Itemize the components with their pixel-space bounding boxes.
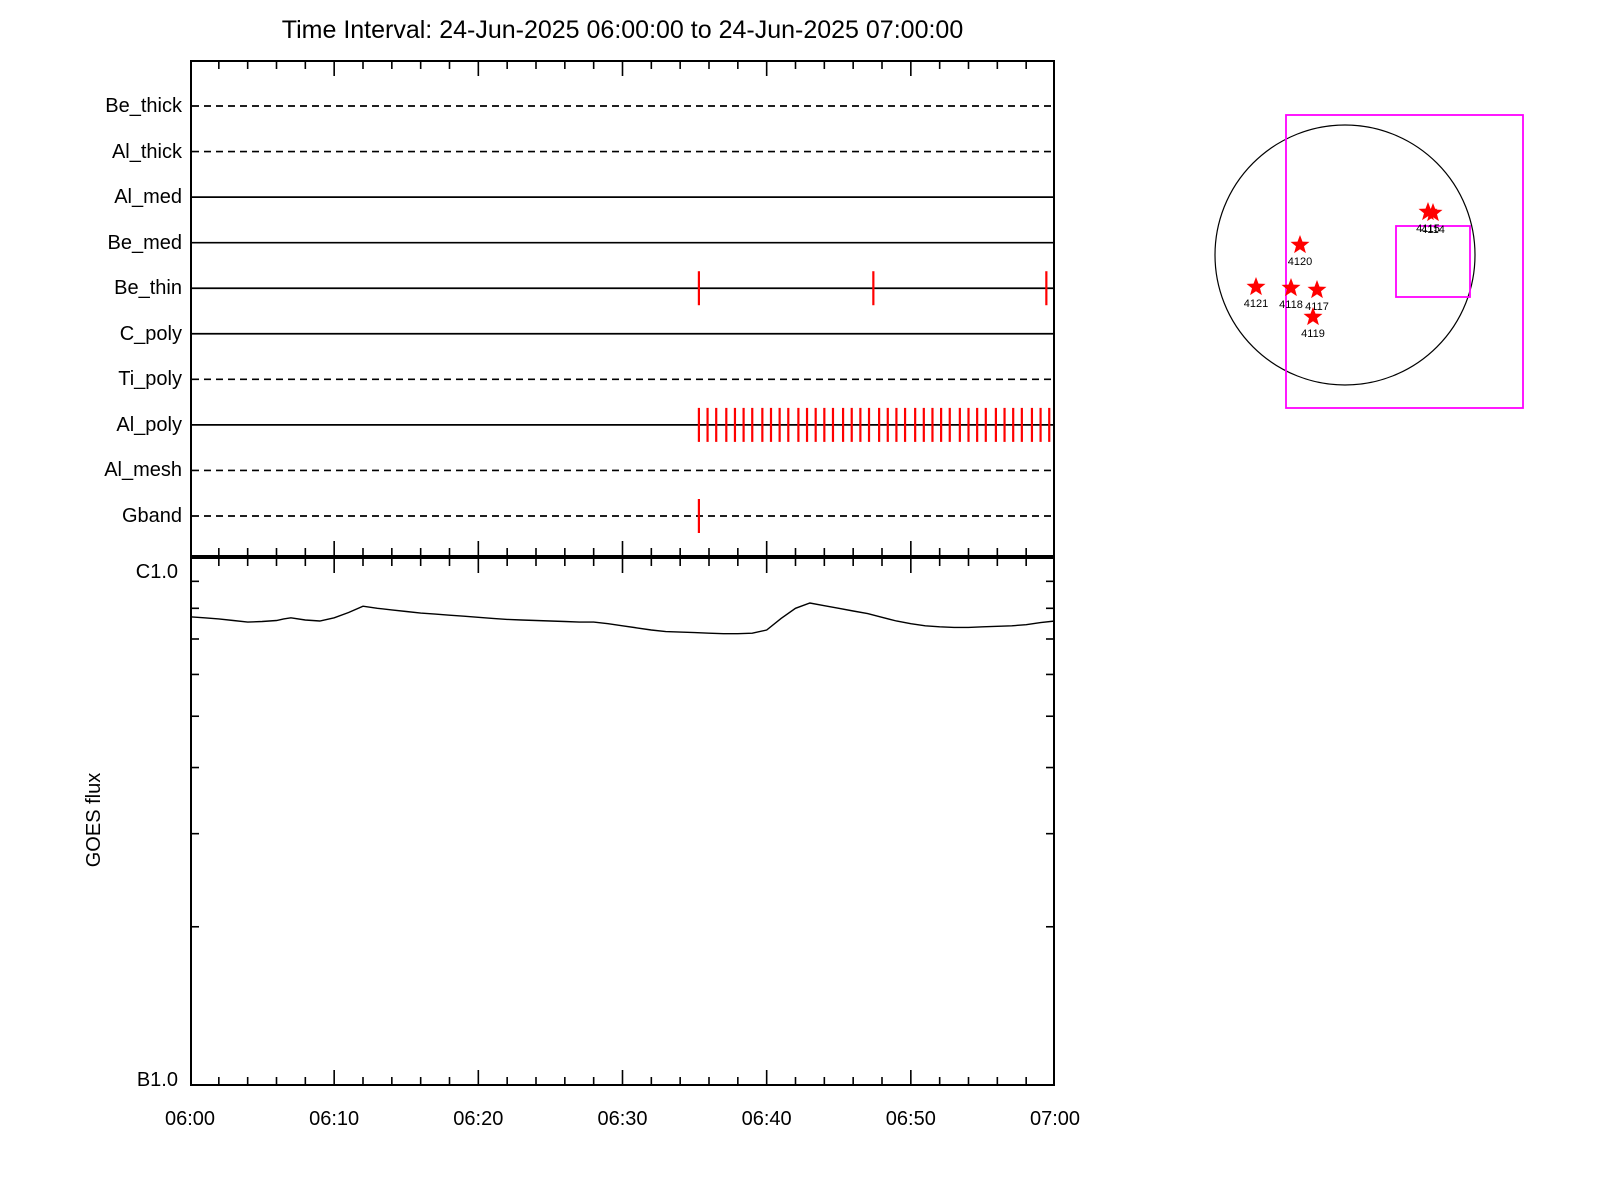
active-region-star-4114 [1423,203,1443,222]
timeline-border [190,60,1055,557]
time-tick-label: 07:00 [1029,1108,1081,1130]
active-region-star-4117 [1307,280,1327,299]
filter-label-Al_poly: Al_poly [116,413,182,436]
active-region-label-4119: 4119 [1301,328,1325,340]
filter-label-C_poly: C_poly [119,322,182,345]
time-tick-label: 06:00 [164,1108,216,1130]
goes-yaxis-title: GOES flux [83,772,105,868]
active-region-label-4114: 4114 [1421,224,1445,236]
time-tick-label: 06:40 [741,1108,792,1130]
filter-label-Be_med: Be_med [107,231,183,254]
page-title: Time Interval: 24-Jun-2025 06:00:00 to 2… [281,16,964,44]
active-region-label-4115: 4115 [1416,223,1440,235]
filter-label-Al_mesh: Al_mesh [104,459,182,482]
active-region-star-4119 [1303,307,1323,326]
solar-limb-circle [1214,124,1476,386]
filter-label-Al_thick: Al_thick [111,140,182,163]
filter-label-Ti_poly: Ti_poly [118,368,182,391]
active-region-label-4117: 4117 [1305,301,1329,313]
target-fov-box [1395,225,1471,298]
active-region-label-4120: 4120 [1288,256,1312,268]
filter-label-Gband: Gband [121,505,182,527]
goes-ymin-label: B1.0 [136,1069,178,1091]
active-region-star-4121 [1246,277,1266,296]
goes-flux-panel [190,557,1055,1086]
filter-timeline-panel [190,60,1055,557]
time-tick-label: 06:20 [453,1108,504,1130]
active-region-star-4120 [1290,235,1310,254]
time-tick-label: 06:50 [885,1108,936,1130]
goes-flux-curve [190,602,1055,635]
filter-label-Al_med: Al_med [114,186,182,209]
filter-label-Be_thick: Be_thick [105,95,182,117]
active-region-label-4118: 4118 [1279,299,1303,311]
time-tick-label: 06:10 [309,1108,360,1130]
time-tick-label: 06:30 [597,1108,648,1130]
goes-ymax-label: C1.0 [135,561,178,583]
filter-label-Be_thin: Be_thin [114,277,182,300]
active-region-star-4118 [1281,278,1301,297]
instrument-fov-box [1285,114,1524,409]
goes-border [190,557,1055,1086]
active-region-label-4121: 4121 [1244,298,1268,310]
